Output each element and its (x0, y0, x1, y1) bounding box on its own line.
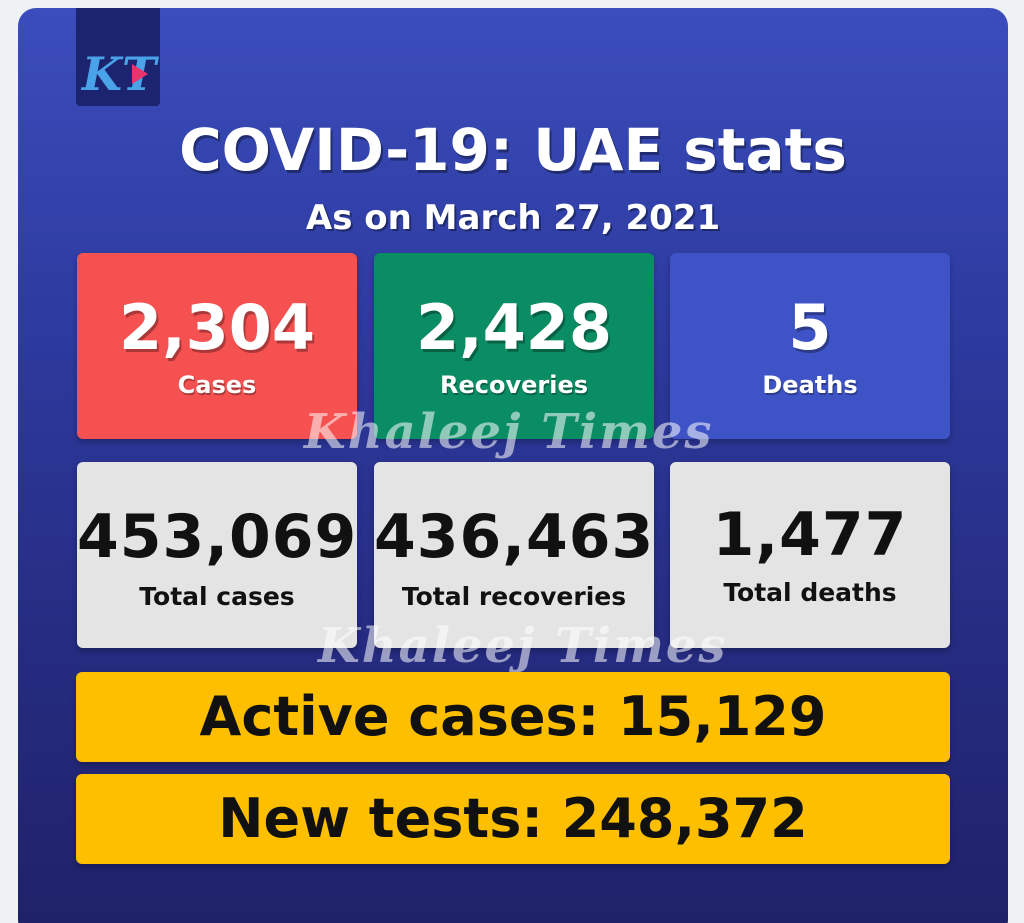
total-recoveries-tile: 436,463 Total recoveries (374, 462, 654, 648)
daily-cases-tile: 2,304 Cases (77, 253, 357, 439)
total-deaths-value: 1,477 (712, 500, 908, 570)
daily-recoveries-tile: 2,428 Recoveries (374, 253, 654, 439)
daily-recoveries-label: Recoveries (439, 371, 589, 399)
khaleej-times-logo: KT (76, 8, 160, 106)
logo-play-icon (132, 64, 148, 84)
total-cases-tile: 453,069 Total cases (77, 462, 357, 648)
total-deaths-tile: 1,477 Total deaths (670, 462, 950, 648)
page-subtitle: As on March 27, 2021 (305, 198, 721, 238)
page-title: COVID-19: UAE stats (179, 116, 847, 184)
daily-cases-label: Cases (177, 371, 257, 399)
watermark-upper: Khaleej Times (304, 404, 714, 460)
daily-deaths-tile: 5 Deaths (670, 253, 950, 439)
watermark-lower: Khaleej Times (318, 618, 728, 674)
total-cases-label: Total cases (139, 582, 295, 611)
total-cases-value: 453,069 (77, 502, 358, 572)
total-deaths-label: Total deaths (723, 578, 897, 607)
total-recoveries-label: Total recoveries (401, 582, 627, 611)
infographic-card: KT COVID-19: UAE stats As on March 27, 2… (18, 8, 1008, 923)
new-tests-bar: New tests: 248,372 (76, 774, 950, 864)
daily-cases-value: 2,304 (118, 291, 316, 364)
total-recoveries-value: 436,463 (374, 502, 655, 572)
daily-deaths-label: Deaths (762, 371, 858, 399)
daily-deaths-value: 5 (788, 291, 832, 364)
daily-recoveries-value: 2,428 (415, 291, 613, 364)
active-cases-bar: Active cases: 15,129 (76, 672, 950, 762)
